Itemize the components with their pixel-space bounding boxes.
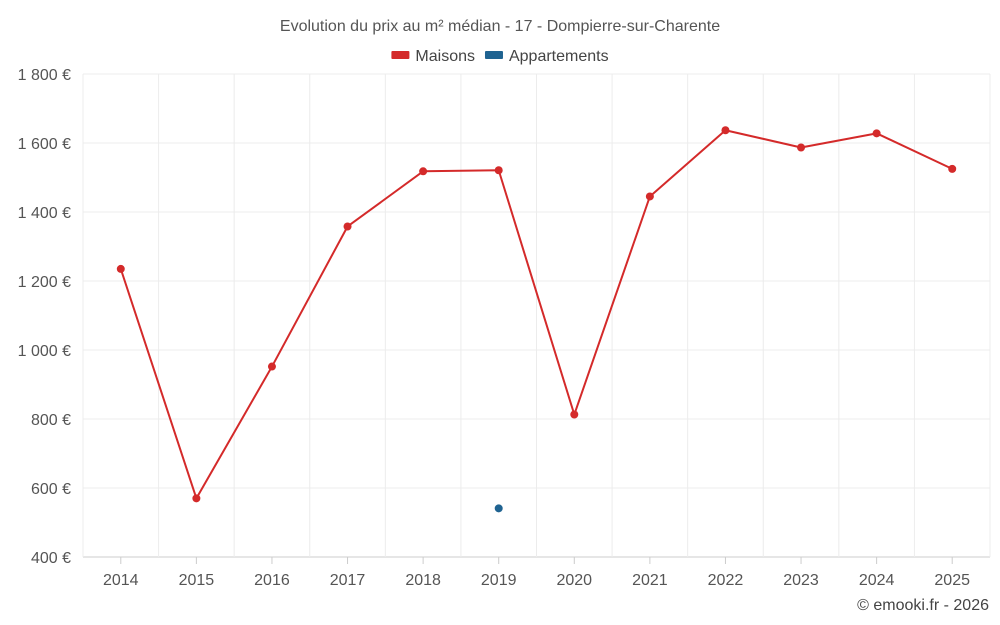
x-axis: 2014 2015 2016 2017 2018 2019 2020 2021 2022 2023… [103, 557, 970, 589]
data-point-appartements[interactable]: Appartements 2019: 541 € [494, 504, 503, 513]
y-tick-label: 1 800 € [18, 67, 71, 84]
data-point-maisons[interactable]: Maisons 2020: 813 € [570, 410, 579, 419]
x-tick-label: 2019 [481, 572, 517, 589]
legend-swatch [484, 51, 503, 59]
x-tick-label: 2021 [632, 572, 668, 589]
data-point-maisons[interactable]: Maisons 2014: 1235 € [116, 264, 125, 273]
legend-item-appartements[interactable]: Appartements [484, 48, 609, 65]
grid [82, 73, 991, 558]
y-tick-label: 800 € [31, 412, 71, 429]
data-point-maisons[interactable]: Maisons 2025: 1525 € [948, 164, 957, 173]
y-tick-label: 1 600 € [18, 136, 71, 153]
legend-label: Appartements [509, 48, 609, 65]
series-layer: Maisons 2014: 1235 € Maisons 2015: 570 € M… [116, 126, 957, 513]
x-tick-label: 2016 [254, 572, 290, 589]
series-line-maisons [119, 129, 953, 500]
chart-title: Evolution du prix au m² médian - 17 - Do… [280, 18, 720, 35]
legend-swatch [391, 51, 410, 59]
data-point-maisons[interactable]: Maisons 2022: 1637 € [721, 126, 730, 135]
data-point-maisons[interactable]: Maisons 2016: 952 € [267, 362, 276, 371]
x-tick-label: 2024 [859, 572, 895, 589]
data-point-maisons[interactable]: Maisons 2021: 1445 € [645, 192, 654, 201]
series-maisons[interactable]: Maisons 2014: 1235 € Maisons 2015: 570 € M… [116, 126, 957, 503]
data-point-maisons[interactable]: Maisons 2017: 1358 € [343, 222, 352, 231]
y-tick-label: 600 € [31, 481, 71, 498]
legend-label: Maisons [415, 48, 475, 65]
data-point-maisons[interactable]: Maisons 2024: 1628 € [872, 129, 881, 138]
x-tick-label: 2015 [179, 572, 215, 589]
x-tick-label: 2023 [783, 572, 819, 589]
legend[interactable]: Maisons Appartements [391, 48, 609, 65]
y-axis: 400 € 600 € 800 € 1 000 € 1 200 € 1 400 € 1 60… [18, 67, 71, 567]
x-tick-label: 2017 [330, 572, 366, 589]
legend-item-maisons[interactable]: Maisons [391, 48, 475, 65]
x-tick-label: 2018 [405, 572, 441, 589]
data-point-maisons[interactable]: Maisons 2019: 1521 € [494, 166, 503, 175]
x-tick-label: 2022 [708, 572, 744, 589]
y-tick-label: 1 000 € [18, 343, 71, 360]
y-tick-label: 400 € [31, 550, 71, 567]
series-appartements[interactable]: Appartements 2019: 541 € [494, 504, 503, 513]
data-point-maisons[interactable]: Maisons 2023: 1587 € [797, 143, 806, 152]
x-tick-label: 2025 [934, 572, 970, 589]
y-tick-label: 1 400 € [18, 205, 71, 222]
y-tick-label: 1 200 € [18, 274, 71, 291]
credit-text: © emooki.fr - 2026 [857, 597, 989, 614]
x-tick-label: 2020 [556, 572, 592, 589]
data-point-maisons[interactable]: Maisons 2015: 570 € [192, 494, 201, 503]
data-point-maisons[interactable]: Maisons 2018: 1518 € [419, 167, 428, 176]
x-tick-label: 2014 [103, 572, 139, 589]
